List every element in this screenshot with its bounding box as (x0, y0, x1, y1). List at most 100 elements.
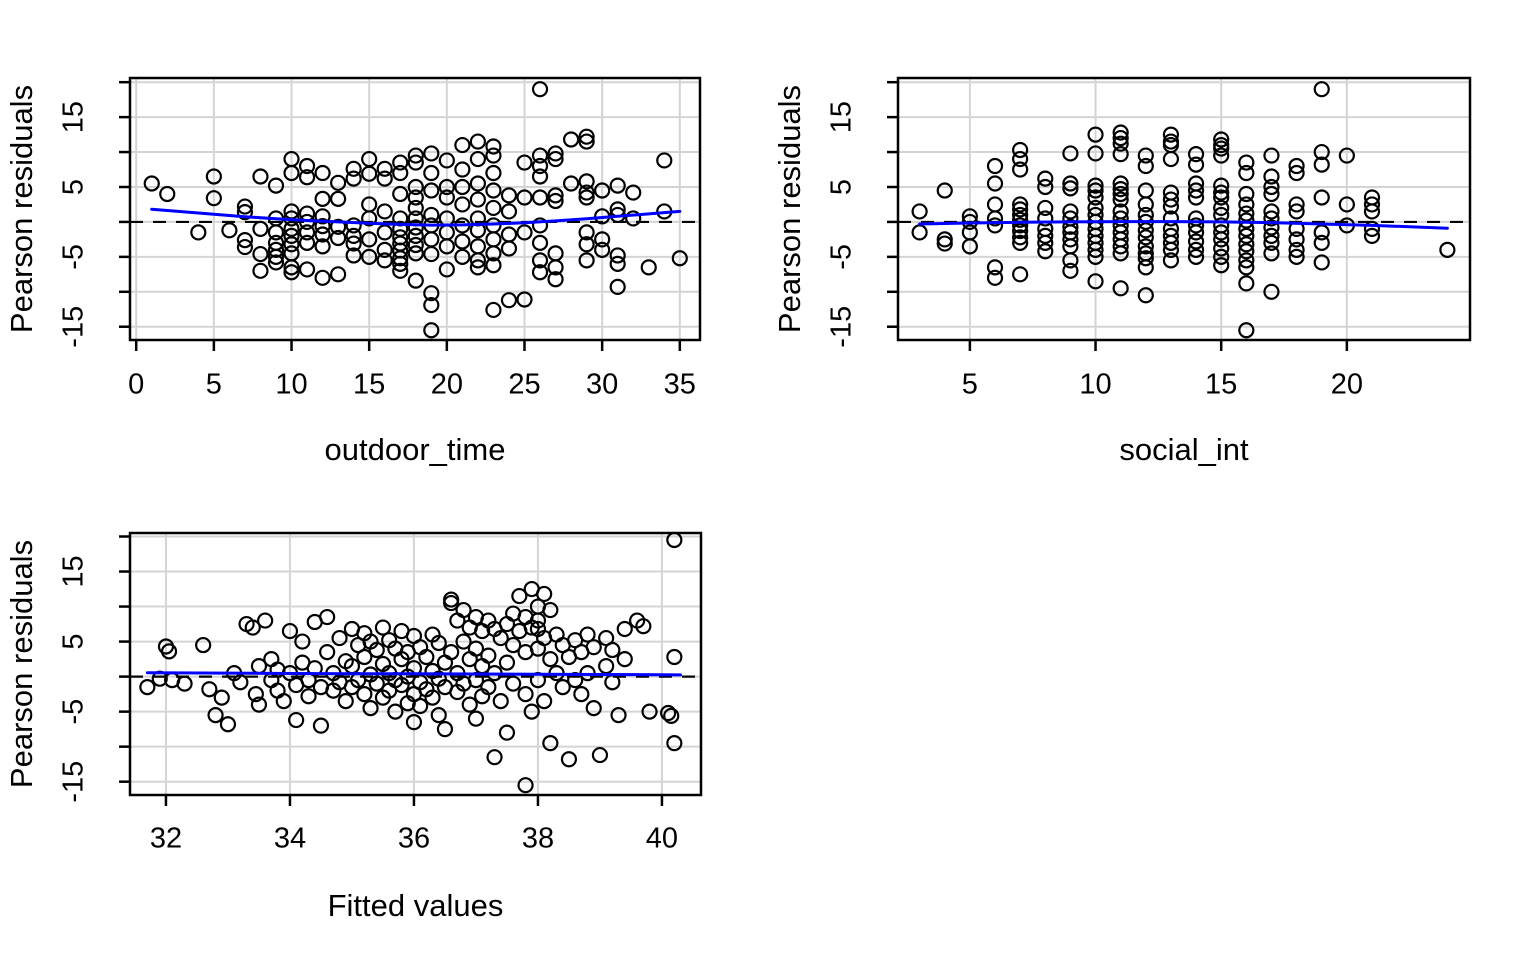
data-point (392, 262, 409, 279)
data-point (306, 660, 323, 677)
data-point (516, 189, 533, 206)
data-point (1162, 150, 1180, 168)
data-point (485, 245, 502, 262)
data-point (267, 177, 285, 194)
smoother-line (150, 207, 682, 227)
data-point (485, 257, 502, 274)
data-point (485, 199, 502, 217)
data-point (298, 224, 316, 241)
data-point (1363, 203, 1381, 220)
data-point (330, 218, 347, 235)
data-point (1238, 236, 1255, 253)
data-point (485, 301, 502, 319)
data-point (232, 674, 249, 691)
data-point (469, 150, 487, 168)
data-point (1213, 177, 1230, 194)
data-point (500, 292, 518, 309)
data-point (356, 648, 373, 666)
data-point (1162, 241, 1180, 258)
data-point (616, 620, 633, 638)
x-tick-label: 38 (522, 823, 554, 855)
data-point (423, 322, 440, 339)
data-point (298, 261, 316, 278)
data-point (438, 238, 455, 255)
data-point (625, 184, 642, 201)
data-point (438, 178, 455, 196)
data-point (407, 154, 424, 171)
data-point (1263, 245, 1280, 262)
data-point (314, 218, 331, 235)
smoother-line (918, 220, 1449, 230)
data-point (986, 217, 1004, 234)
data-point (1288, 157, 1305, 175)
data-point (392, 154, 409, 171)
data-point (523, 703, 540, 720)
y-tick-label: -15 (826, 306, 858, 348)
data-point (547, 187, 564, 204)
data-point (660, 704, 677, 722)
data-point (1037, 178, 1054, 196)
data-point (511, 587, 528, 605)
data-point (1137, 229, 1154, 246)
data-point (294, 633, 311, 650)
data-point (247, 686, 264, 703)
data-point (331, 629, 348, 647)
data-point (281, 622, 299, 640)
data-point (330, 174, 347, 191)
data-point (454, 178, 471, 196)
data-point (1012, 150, 1029, 168)
data-point (1137, 196, 1154, 213)
data-point (961, 238, 978, 255)
data-point (455, 633, 472, 650)
x-tick-label: 10 (275, 369, 307, 401)
data-point (1087, 273, 1104, 290)
data-point (1012, 266, 1029, 283)
data-point (467, 640, 485, 657)
data-point (547, 150, 564, 168)
y-axis-title: Pearson residuals (772, 85, 807, 333)
data-point (1137, 147, 1154, 164)
data-point (423, 206, 440, 224)
data-point (201, 681, 218, 698)
data-point (560, 751, 578, 768)
y-tick-label: -5 (826, 244, 858, 270)
data-point (1238, 154, 1255, 171)
data-point (1187, 233, 1205, 250)
data-point (368, 641, 385, 659)
plot-box (128, 531, 703, 797)
data-point (330, 229, 347, 247)
data-point (407, 178, 424, 196)
data-point (412, 697, 429, 715)
data-point (1112, 245, 1129, 262)
data-point (207, 707, 224, 724)
data-point (1213, 231, 1230, 248)
data-point (531, 147, 549, 164)
data-point (1363, 196, 1381, 213)
data-point (252, 220, 269, 238)
data-point (573, 686, 590, 703)
data-point (578, 184, 595, 201)
x-tick-label: 30 (586, 369, 618, 401)
data-point (1012, 217, 1029, 234)
data-point (609, 255, 626, 272)
data-point (436, 721, 454, 738)
data-point (1213, 248, 1230, 265)
data-point (345, 227, 362, 244)
data-point (1062, 252, 1079, 269)
data-point (314, 208, 331, 225)
data-point (498, 724, 516, 741)
data-point (485, 147, 502, 164)
data-point (1012, 211, 1029, 228)
data-point (1137, 157, 1154, 175)
data-point (469, 175, 487, 192)
data-point (516, 224, 533, 241)
data-point (1363, 220, 1381, 238)
data-point (1137, 238, 1154, 255)
data-point (1213, 184, 1230, 201)
data-point (531, 252, 549, 269)
data-point (438, 152, 455, 169)
data-point (1238, 164, 1255, 182)
data-point (1187, 182, 1205, 199)
data-point (469, 191, 487, 208)
data-point (1187, 156, 1205, 173)
